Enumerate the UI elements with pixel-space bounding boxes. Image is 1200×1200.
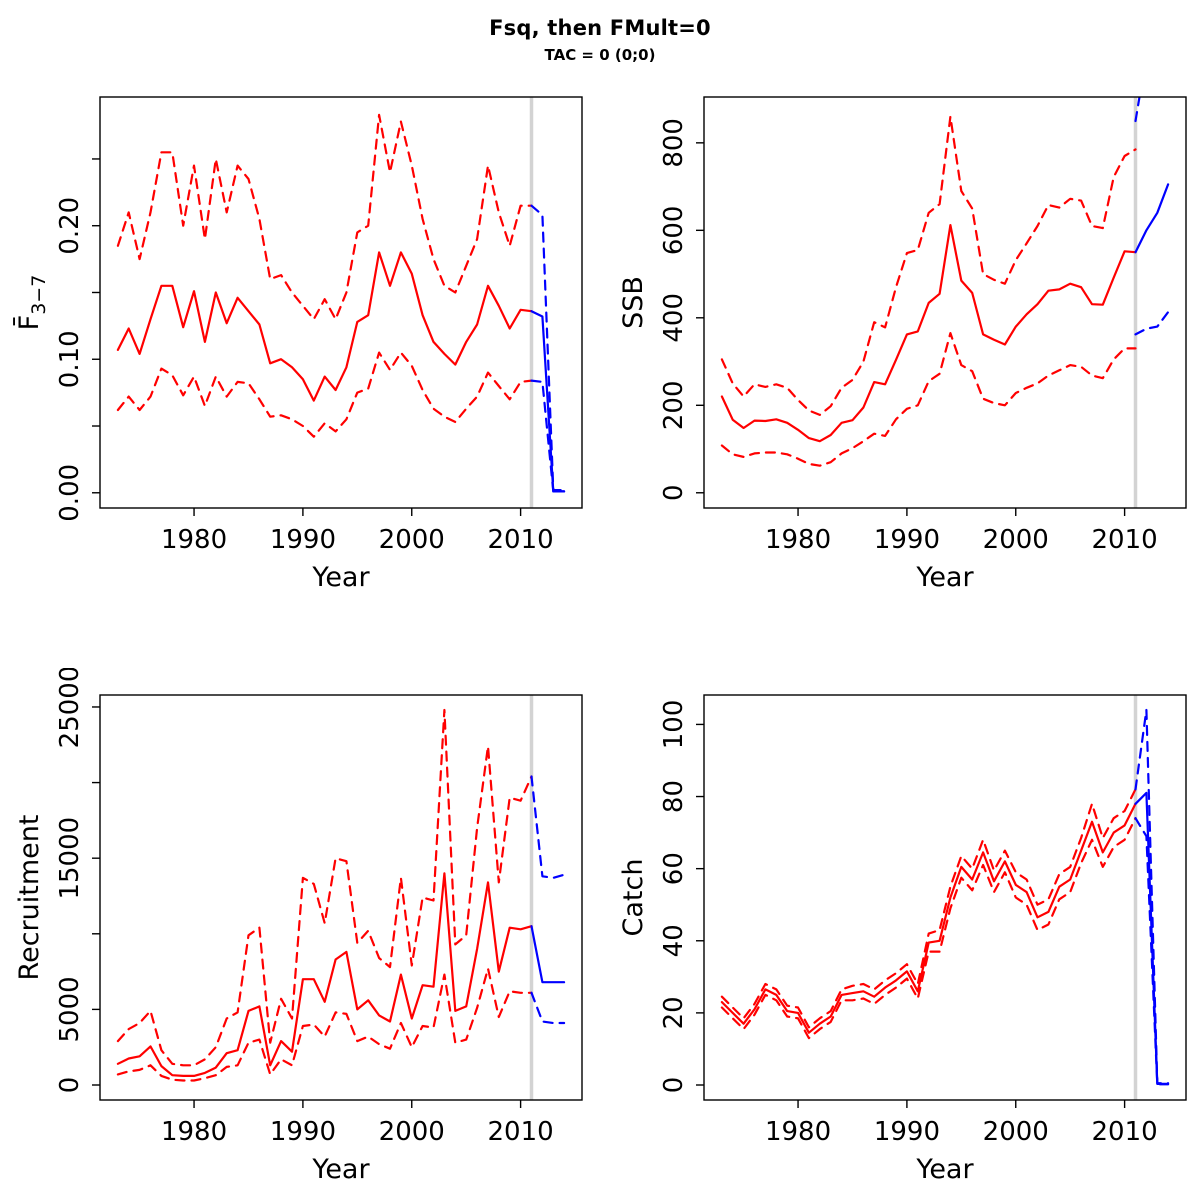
x-tick-label: 2000 (379, 1117, 445, 1147)
series-upper-ci-historical (116, 708, 533, 1067)
x-tick-label: 1990 (270, 525, 336, 555)
series-group (116, 113, 566, 493)
series-lower-ci-projection (1134, 311, 1170, 336)
y-tick-label: 0.10 (55, 330, 85, 388)
series-upper-ci-projection (530, 775, 566, 879)
x-tick-label: 2010 (1092, 525, 1158, 555)
series-lower-ci-projection (530, 991, 566, 1025)
series-upper-ci-historical (116, 113, 533, 321)
series-upper-ci-historical (720, 115, 1137, 416)
series-upper-ci-projection (530, 204, 566, 492)
x-axis-title: Year (915, 1154, 974, 1185)
catch-chart: 1980 1990 2000 2010 0 20 40 60 80 100 Year Catch (618, 694, 1187, 1185)
y-tick-label: 80 (659, 780, 689, 813)
x-axis: 1980 1990 2000 2010 (161, 1100, 554, 1147)
series-upper-ci-historical (720, 788, 1137, 1029)
y-tick-label: 60 (659, 852, 689, 885)
series-lower-ci-historical (116, 351, 533, 438)
series-median-historical (116, 872, 533, 1077)
y-tick-label: 800 (659, 118, 689, 168)
series-median-projection (530, 925, 566, 984)
y-axis: 0 200 400 600 800 (659, 118, 704, 501)
plot-border (99, 694, 583, 1101)
x-tick-label: 2010 (488, 1117, 554, 1147)
mean-f-chart: 1980 1990 2000 2010 0.00 0.10 0.20 Year F̄3−7 (13, 96, 583, 593)
y-tick-label: 20 (659, 996, 689, 1029)
series-lower-ci-historical (116, 967, 533, 1082)
plot-border (703, 96, 1187, 509)
series-lower-ci-projection (530, 379, 566, 493)
x-tick-label: 1990 (874, 1117, 940, 1147)
x-tick-label: 2010 (488, 525, 554, 555)
plot-border (99, 96, 583, 509)
recruitment-chart: 1980 1990 2000 2010 0 5000 15000 25000 Year Recru… (14, 668, 583, 1185)
series-group (116, 708, 566, 1082)
series-median-projection (1134, 791, 1170, 1085)
y-tick-label: 15000 (55, 817, 85, 900)
series-upper-ci-projection (1134, 708, 1170, 1085)
y-tick-label: 400 (659, 293, 689, 343)
x-axis-title: Year (915, 562, 974, 593)
y-axis-title: SSB (618, 276, 649, 329)
x-tick-label: 2000 (379, 525, 445, 555)
x-tick-label: 1990 (270, 1117, 336, 1147)
x-tick-label: 1980 (161, 1117, 227, 1147)
y-axis: 0 5000 15000 25000 (55, 668, 100, 1093)
series-median-historical (720, 802, 1137, 1034)
x-tick-label: 1980 (161, 525, 227, 555)
y-tick-label: 40 (659, 924, 689, 957)
series-group (720, 97, 1170, 467)
x-tick-label: 2000 (983, 525, 1049, 555)
y-axis-title: Recruitment (14, 815, 45, 981)
y-axis-title: Catch (618, 859, 649, 937)
y-tick-label: 0 (55, 1077, 85, 1094)
x-tick-label: 1980 (765, 1117, 831, 1147)
series-group (720, 708, 1170, 1086)
panel-mean-f: 1980 1990 2000 2010 0.00 0.10 0.20 Year F̄3−7 (2, 66, 594, 598)
series-median-projection (1134, 183, 1170, 254)
x-axis-title: Year (311, 1154, 370, 1185)
figure-subtitle: TAC = 0 (0;0) (544, 46, 656, 64)
ssb-chart: 1980 1990 2000 2010 0 200 400 600 800 Year SSB (618, 96, 1187, 593)
y-tick-label: 25000 (55, 668, 85, 748)
x-tick-label: 1980 (765, 525, 831, 555)
x-axis-title: Year (311, 562, 370, 593)
y-tick-label: 5000 (55, 976, 85, 1042)
x-axis: 1980 1990 2000 2010 (765, 508, 1158, 555)
x-axis: 1980 1990 2000 2010 (765, 1100, 1158, 1147)
y-tick-label: 0.20 (55, 197, 85, 255)
y-tick-label: 0.00 (55, 464, 85, 522)
x-tick-label: 1990 (874, 525, 940, 555)
figure-title: Fsq, then FMult=0 (489, 16, 711, 40)
y-axis: 0 20 40 60 80 100 (659, 700, 704, 1094)
series-median-historical (720, 224, 1137, 443)
x-axis: 1980 1990 2000 2010 (161, 508, 554, 555)
panel-ssb: 1980 1990 2000 2010 0 200 400 600 800 Year SSB (606, 66, 1198, 598)
y-tick-label: 600 (659, 206, 689, 256)
series-median-projection (530, 310, 566, 493)
series-lower-ci-historical (720, 332, 1137, 467)
y-tick-label: 0 (659, 485, 689, 502)
series-upper-ci-projection (1134, 97, 1141, 123)
plot-border (703, 694, 1187, 1101)
panel-recruitment: 1980 1990 2000 2010 0 5000 15000 25000 Year Recru… (2, 668, 594, 1200)
series-median-historical (116, 251, 533, 402)
y-tick-label: 100 (659, 700, 689, 750)
y-tick-label: 200 (659, 380, 689, 430)
y-tick-label: 0 (659, 1077, 689, 1094)
y-axis-title: F̄3−7 (13, 275, 50, 331)
x-tick-label: 2010 (1092, 1117, 1158, 1147)
y-axis: 0.00 0.10 0.20 (55, 158, 100, 522)
x-tick-label: 2000 (983, 1117, 1049, 1147)
panel-catch: 1980 1990 2000 2010 0 20 40 60 80 100 Year Catch (606, 668, 1198, 1200)
